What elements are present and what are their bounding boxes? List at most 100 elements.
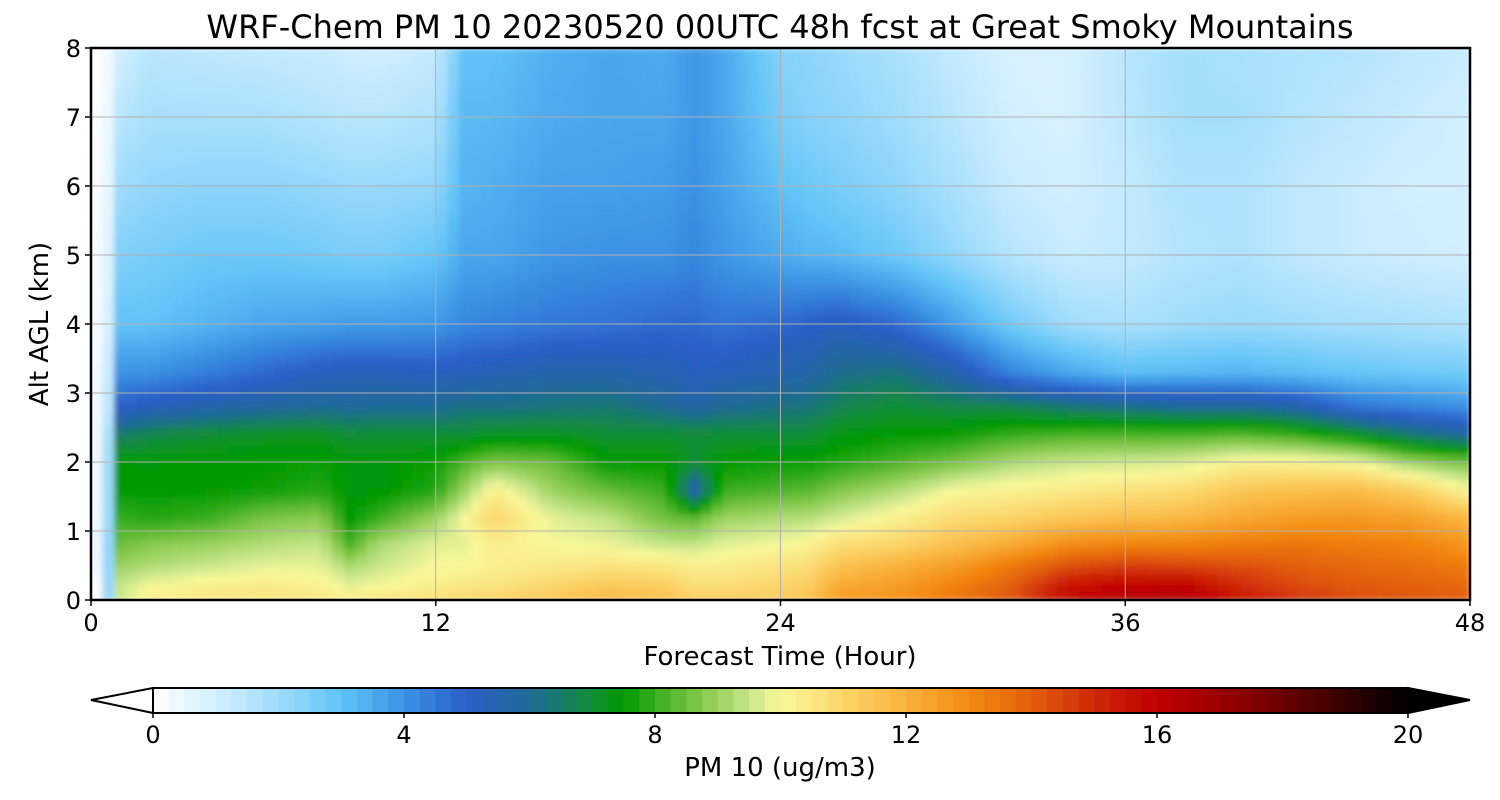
heatmap-cell (217, 142, 230, 153)
heatmap-cell (332, 462, 345, 472)
heatmap-cell (458, 117, 471, 127)
heatmap-cell (941, 91, 954, 101)
heatmap-cell (872, 496, 885, 506)
heatmap-cell (906, 142, 919, 153)
heatmap-cell (550, 522, 563, 532)
heatmap-cell (136, 358, 150, 368)
heatmap-cell (539, 462, 552, 472)
heatmap-cell (205, 203, 219, 213)
heatmap-cell (447, 548, 460, 558)
heatmap-cell (251, 470, 264, 480)
heatmap-cell (320, 574, 333, 584)
heatmap-cell (159, 401, 173, 411)
heatmap-cell (688, 574, 701, 584)
heatmap-cell (964, 263, 977, 273)
heatmap-cell (343, 418, 356, 429)
heatmap-cell (791, 341, 805, 351)
heatmap-cell (780, 203, 793, 213)
heatmap-cell (883, 237, 897, 247)
heatmap-cell (596, 108, 609, 118)
heatmap-cell (332, 255, 345, 265)
heatmap-cell (148, 531, 161, 541)
heatmap-cell (803, 272, 816, 282)
heatmap-cell (734, 73, 747, 84)
heatmap-cell (401, 263, 414, 273)
heatmap-cell (860, 358, 874, 368)
heatmap-cell (814, 410, 828, 420)
heatmap-cell (217, 574, 230, 584)
heatmap-cell (596, 160, 609, 170)
heatmap-cell (240, 237, 253, 247)
heatmap-cell (860, 349, 874, 360)
heatmap-cell (91, 280, 104, 291)
heatmap-cell (401, 272, 414, 282)
heatmap-cell (355, 99, 368, 109)
heatmap-cell (136, 582, 150, 592)
heatmap-cell (125, 177, 138, 187)
heatmap-cell (872, 315, 885, 325)
heatmap-cell (585, 548, 598, 558)
heatmap-cell (240, 479, 253, 489)
heatmap-cell (263, 142, 276, 153)
heatmap-cell (906, 496, 919, 506)
heatmap-cell (102, 315, 115, 325)
heatmap-cell (286, 117, 299, 127)
heatmap-cell (309, 574, 322, 584)
heatmap-cell (401, 358, 414, 368)
heatmap-cell (619, 186, 632, 196)
heatmap-cell (320, 315, 333, 325)
heatmap-cell (642, 548, 655, 558)
heatmap-cell (171, 401, 184, 411)
heatmap-cell (929, 591, 942, 600)
heatmap-cell (516, 582, 529, 592)
heatmap-cell (596, 574, 609, 584)
heatmap-cell (803, 384, 816, 394)
heatmap-cell (941, 522, 954, 532)
heatmap-cell (136, 82, 150, 92)
heatmap-cell (320, 565, 333, 575)
heatmap-cell (780, 125, 793, 135)
heatmap-cell (711, 246, 724, 256)
heatmap-cell (837, 229, 851, 239)
heatmap-cell (872, 487, 885, 498)
heatmap-cell (769, 117, 782, 127)
heatmap-cell (424, 565, 437, 575)
heatmap-cell (240, 306, 253, 316)
heatmap-cell (619, 522, 632, 532)
heatmap-cell (872, 56, 885, 66)
heatmap-cell (665, 255, 678, 265)
heatmap-cell (389, 229, 402, 239)
heatmap-cell (102, 565, 115, 575)
heatmap-cell (286, 289, 299, 299)
heatmap-cell (435, 505, 448, 515)
heatmap-cell (91, 220, 104, 230)
heatmap-cell (746, 470, 759, 480)
heatmap-cell (251, 280, 264, 291)
heatmap-cell (906, 315, 919, 325)
heatmap-cell (550, 479, 563, 489)
heatmap-cell (182, 522, 196, 532)
heatmap-cell (516, 324, 529, 334)
heatmap-cell (366, 160, 379, 170)
heatmap-cell (205, 117, 219, 127)
heatmap-cell (389, 324, 402, 334)
heatmap-cell (665, 237, 678, 247)
heatmap-cell (826, 324, 839, 334)
heatmap-cell (412, 436, 425, 446)
heatmap-cell (769, 73, 782, 84)
heatmap-cell (550, 91, 563, 101)
heatmap-cell (343, 332, 356, 342)
heatmap-cell (447, 306, 460, 316)
heatmap-cell (883, 401, 897, 411)
heatmap-cell (929, 289, 942, 299)
heatmap-cell (585, 272, 598, 282)
heatmap-cell (286, 255, 299, 265)
heatmap-cell (619, 401, 632, 411)
heatmap-cell (91, 505, 104, 515)
heatmap-cell (769, 246, 782, 256)
heatmap-cell (619, 418, 632, 429)
heatmap-cell (389, 194, 402, 204)
heatmap-cell (964, 487, 977, 498)
heatmap-cell (102, 513, 115, 523)
heatmap-cell (378, 539, 391, 549)
